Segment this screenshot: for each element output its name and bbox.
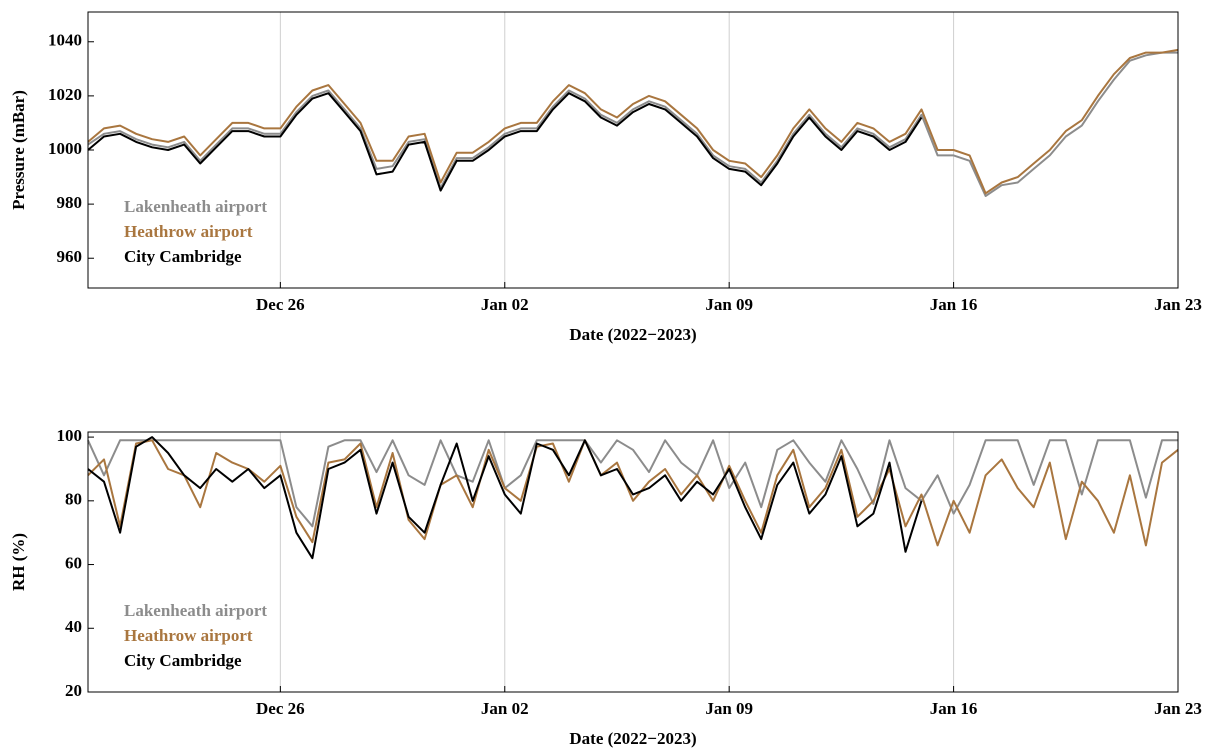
legend-label: Heathrow airport: [124, 626, 253, 645]
x-tick-label: Jan 02: [481, 295, 529, 314]
legend-label: Lakenheath airport: [124, 601, 267, 620]
y-tick-label: 100: [57, 426, 83, 445]
y-axis-title: RH (%): [9, 533, 28, 591]
plot-frame: [87, 431, 1179, 693]
x-tick-label: Dec 26: [256, 295, 305, 314]
series-line: [87, 436, 923, 560]
y-tick-label: 1020: [48, 85, 82, 104]
legend-label: Lakenheath airport: [124, 197, 267, 216]
series-line: [87, 51, 1178, 197]
x-tick-label: Jan 09: [705, 699, 753, 718]
legend-label: Heathrow airport: [124, 222, 253, 241]
x-axis-title: Date (2022−2023): [569, 325, 696, 344]
series-line: [87, 48, 1179, 195]
y-tick-label: 80: [65, 490, 82, 509]
x-tick-label: Dec 26: [256, 699, 305, 718]
series-line: [87, 439, 1179, 547]
x-tick-label: Jan 23: [1154, 295, 1202, 314]
plot-frame: [87, 11, 1179, 289]
y-tick-label: 1040: [48, 31, 82, 50]
series-line: [87, 92, 923, 192]
x-tick-label: Jan 09: [705, 295, 753, 314]
legend-label: City Cambridge: [124, 651, 242, 670]
y-axis-title: Pressure (mBar): [9, 90, 28, 210]
y-tick-label: 1000: [48, 139, 82, 158]
y-tick-label: 980: [57, 193, 83, 212]
x-tick-label: Jan 02: [481, 699, 529, 718]
y-tick-label: 960: [57, 247, 83, 266]
series-line: [87, 439, 1178, 528]
y-tick-label: 60: [65, 553, 82, 572]
y-tick-label: 40: [65, 617, 82, 636]
x-tick-label: Jan 16: [930, 699, 978, 718]
x-tick-label: Jan 16: [930, 295, 978, 314]
x-axis-title: Date (2022−2023): [569, 729, 696, 748]
x-tick-label: Jan 23: [1154, 699, 1202, 718]
y-tick-label: 20: [65, 681, 82, 700]
legend-label: City Cambridge: [124, 247, 242, 266]
